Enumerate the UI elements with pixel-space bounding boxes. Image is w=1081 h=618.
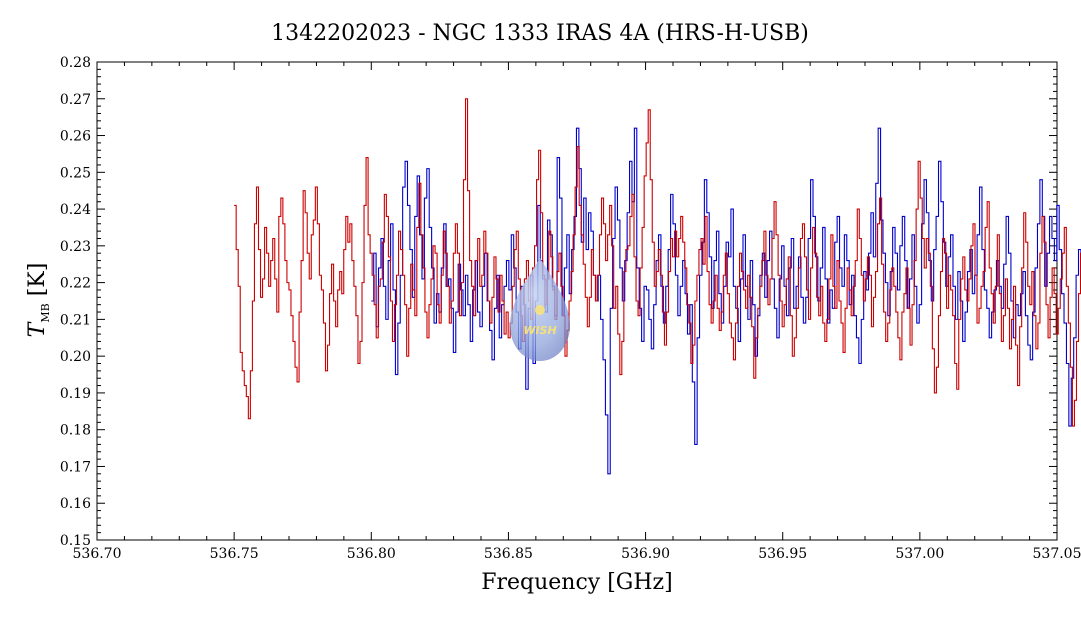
y-tick-label: 0.15 bbox=[60, 533, 91, 549]
x-tick-label: 536.70 bbox=[73, 546, 122, 562]
x-tick-label: 536.75 bbox=[210, 546, 259, 562]
x-tick-labels: 536.70 536.75 536.80 536.85 536.90 536.95 537.… bbox=[73, 546, 1081, 562]
chart-title: 1342202023 - NGC 1333 IRAS 4A (HRS-H-USB… bbox=[271, 21, 809, 46]
y-tick-labels: 0.15 0.16 0.17 0.18 0.19 0.20 0.21 0.22 0.23 0.24… bbox=[60, 55, 91, 549]
y-tick-label: 0.16 bbox=[60, 496, 91, 512]
y-axis-label: TMB [K] bbox=[25, 263, 52, 338]
y-tick-label: 0.23 bbox=[60, 239, 91, 255]
y-tick-label: 0.25 bbox=[60, 165, 91, 181]
y-tick-label: 0.22 bbox=[60, 276, 91, 292]
y-tick-label: 0.17 bbox=[60, 459, 91, 475]
svg-text:TMB [K]: TMB [K] bbox=[25, 263, 52, 338]
y-tick-label: 0.27 bbox=[60, 92, 91, 108]
x-tick-label: 536.90 bbox=[621, 546, 670, 562]
spectrum-series-red bbox=[234, 98, 1081, 427]
y-axis-label-sub: MB bbox=[39, 303, 52, 322]
y-tick-label: 0.19 bbox=[60, 386, 91, 402]
y-axis-label-main: T bbox=[25, 320, 50, 337]
x-tick-label: 537.00 bbox=[895, 546, 944, 562]
wish-logo-text: WISH bbox=[523, 324, 556, 337]
x-axis-label: Frequency [GHz] bbox=[481, 570, 673, 595]
y-axis-label-unit: [K] bbox=[25, 263, 50, 297]
y-tick-label: 0.20 bbox=[60, 349, 91, 365]
axis-ticks bbox=[96, 61, 1058, 541]
spectrum-lines bbox=[234, 98, 1081, 475]
plot-frame bbox=[96, 61, 1058, 541]
y-tick-label: 0.26 bbox=[60, 129, 91, 145]
spectrum-series-blue bbox=[371, 127, 1081, 475]
y-tick-label: 0.21 bbox=[60, 312, 91, 328]
x-tick-label: 536.85 bbox=[484, 546, 533, 562]
x-tick-label: 536.95 bbox=[758, 546, 807, 562]
y-tick-label: 0.18 bbox=[60, 423, 91, 439]
x-tick-label: 537.05 bbox=[1033, 546, 1081, 562]
y-tick-label: 0.24 bbox=[60, 202, 91, 218]
y-tick-label: 0.28 bbox=[60, 55, 91, 71]
wish-logo: WISH bbox=[510, 258, 570, 361]
x-tick-label: 536.80 bbox=[347, 546, 396, 562]
